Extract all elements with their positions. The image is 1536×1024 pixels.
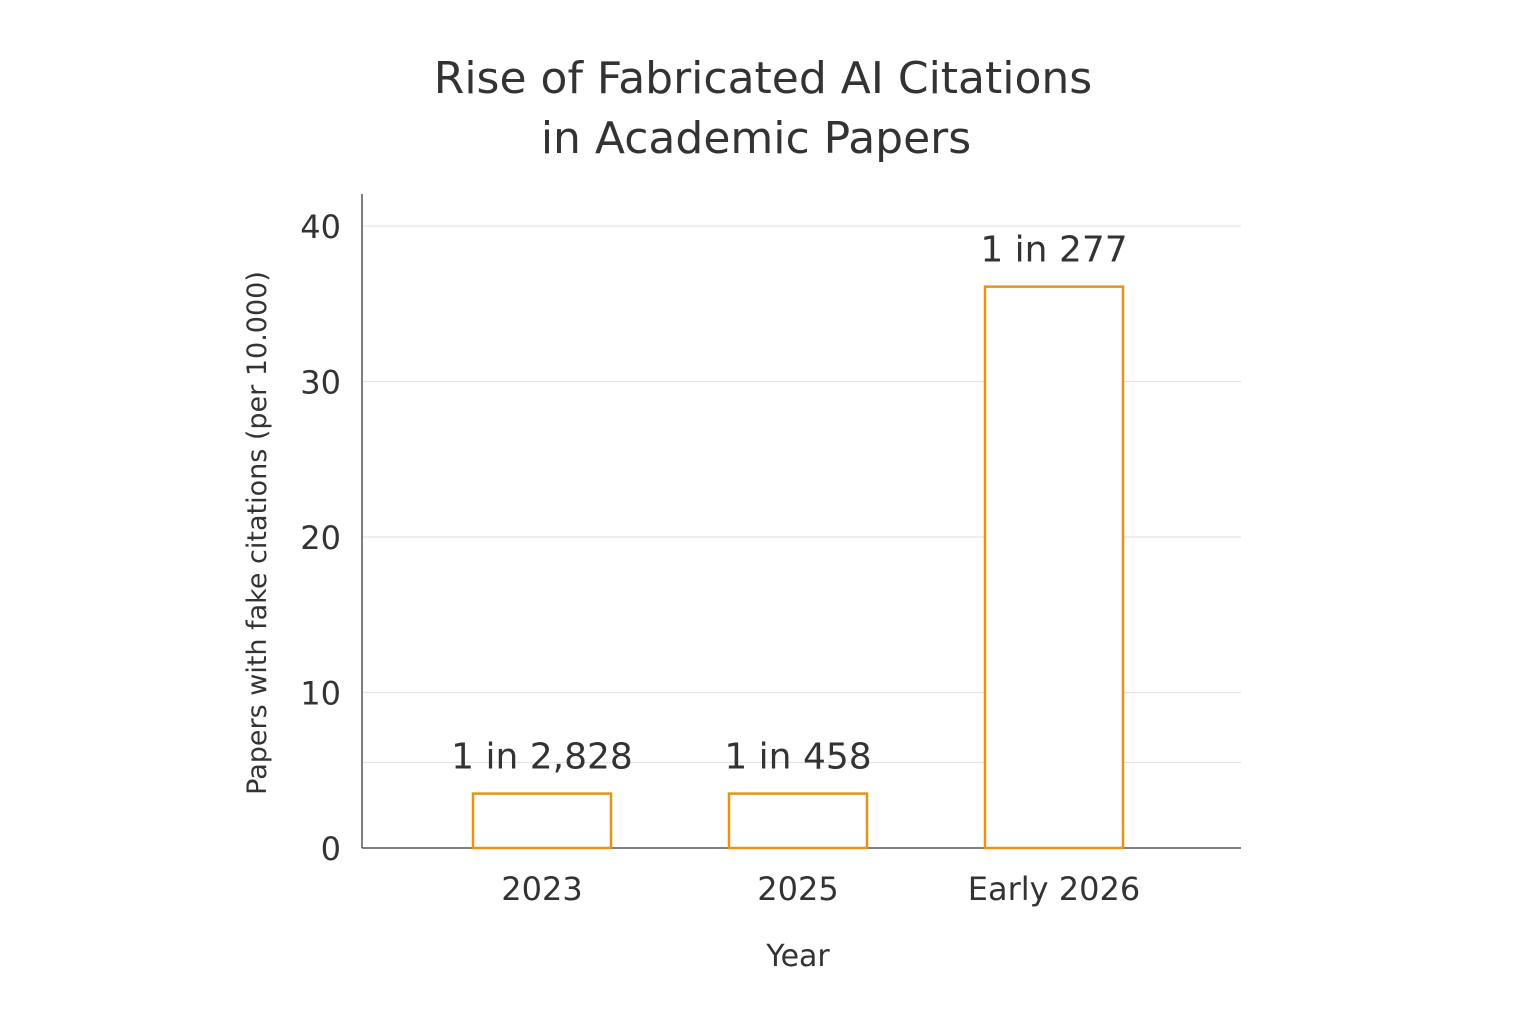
y-tick-label-40: 40 (300, 208, 341, 246)
data-label-0: 1 in 2,828 (451, 737, 633, 778)
y-tick-label-20: 20 (300, 519, 341, 557)
data-label-1: 1 in 458 (724, 737, 871, 778)
x-tick-label-1: 2025 (757, 870, 838, 908)
x-tick-label-2: Early 2026 (968, 870, 1140, 908)
y-tick-label-0: 0 (321, 830, 341, 868)
bar-1 (727, 792, 869, 850)
chart-title-line-2: in Academic Papers (541, 113, 971, 164)
x-axis-title: Year (765, 939, 830, 974)
bar-0 (471, 792, 613, 850)
x-tick-labels: 2023 2025 Early 2026 (501, 870, 1140, 908)
x-tick-label-0: 2023 (501, 870, 582, 908)
data-label-2: 1 in 277 (980, 230, 1127, 271)
data-labels: 1 in 2,828 1 in 458 1 in 277 (451, 230, 1128, 778)
y-tick-label-10: 10 (300, 675, 341, 713)
y-tick-labels: 0 10 20 30 40 (300, 208, 341, 868)
bar-2 (983, 285, 1125, 850)
y-axis-title: Papers with fake citations (per 10.000) (242, 271, 273, 795)
chart-title-line-1: Rise of Fabricated AI Citations (434, 53, 1092, 104)
bars (471, 285, 1125, 850)
y-tick-label-30: 30 (300, 364, 341, 402)
